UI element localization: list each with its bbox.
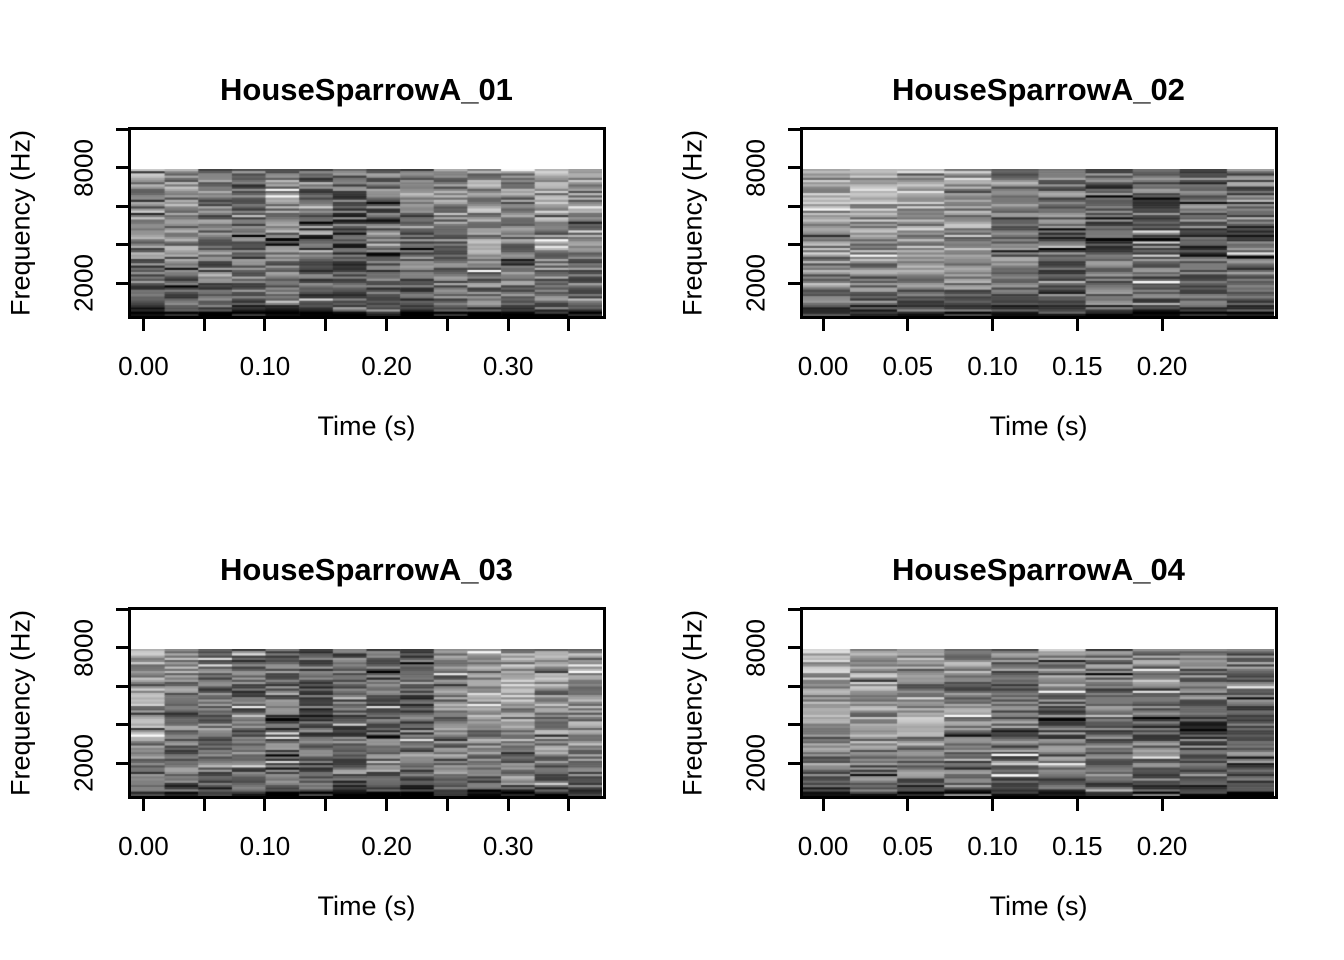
x-tick-mark xyxy=(263,317,267,331)
x-axis-label: Time (s) xyxy=(317,411,416,441)
x-tick-mark xyxy=(202,797,206,811)
y-tick-mark xyxy=(116,204,130,208)
spectrogram-panel-3: HouseSparrowA_03 Frequency (Hz) 0.00 0.10… xyxy=(0,480,672,960)
x-tick-mark xyxy=(263,797,267,811)
x-tick-mark xyxy=(906,797,910,811)
x-tick-mark xyxy=(1075,317,1079,331)
x-tick-label: 0.05 xyxy=(882,351,934,381)
x-tick-mark xyxy=(202,317,206,331)
y-tick-mark xyxy=(116,166,130,170)
y-tick-mark xyxy=(788,646,802,650)
x-tick-label: 0.00 xyxy=(797,351,849,381)
x-tick-mark xyxy=(324,797,328,811)
x-tick-mark xyxy=(991,317,995,331)
x-tick-mark xyxy=(991,797,995,811)
y-tick-label: 8000 xyxy=(68,139,99,197)
y-tick-mark xyxy=(116,761,130,765)
x-tick-label: 0.15 xyxy=(1052,831,1103,861)
y-tick-mark xyxy=(788,166,802,170)
panel-title: HouseSparrowA_02 xyxy=(892,71,1185,107)
y-tick-mark xyxy=(116,646,130,650)
y-tick-mark xyxy=(788,243,802,247)
x-tick-mark xyxy=(1160,317,1164,331)
x-axis-label: Time (s) xyxy=(989,411,1088,441)
y-tick-mark xyxy=(116,127,130,131)
y-tick-label: 2000 xyxy=(740,254,771,313)
x-tick-mark xyxy=(906,317,910,331)
spectrogram-panel-4: HouseSparrowA_04 Frequency (Hz) 0.00 0.05… xyxy=(672,480,1344,960)
x-tick-mark xyxy=(1160,797,1164,811)
x-tick-mark xyxy=(385,797,389,811)
x-tick-mark xyxy=(821,317,825,331)
spectrogram-panel-1: HouseSparrowA_01 Frequency (Hz) 0.00 0.10… xyxy=(0,0,672,480)
x-axis-label: Time (s) xyxy=(989,891,1088,921)
y-tick-mark xyxy=(788,684,802,688)
y-tick-label: 2000 xyxy=(68,734,99,793)
y-tick-mark xyxy=(116,607,130,611)
x-tick-mark xyxy=(445,317,449,331)
y-tick-mark xyxy=(788,127,802,131)
x-tick-label: 0.30 xyxy=(482,831,534,861)
y-tick-mark xyxy=(116,281,130,285)
x-tick-label: 0.20 xyxy=(1136,831,1188,861)
x-tick-label: 0.00 xyxy=(118,831,169,861)
x-tick-mark xyxy=(567,797,571,811)
x-tick-label: 0.10 xyxy=(239,831,291,861)
spectrogram-raster xyxy=(803,168,1274,316)
x-tick-label: 0.00 xyxy=(797,831,849,861)
x-tick-label: 0.05 xyxy=(882,831,934,861)
x-tick-label: 0.30 xyxy=(482,351,534,381)
x-tick-mark xyxy=(385,317,389,331)
x-tick-label: 0.20 xyxy=(361,351,412,381)
x-tick-mark xyxy=(141,317,145,331)
x-tick-label: 0.10 xyxy=(239,351,291,381)
y-axis-label: Frequency (Hz) xyxy=(677,129,708,317)
y-tick-mark xyxy=(788,281,802,285)
x-tick-label: 0.20 xyxy=(361,831,412,861)
panel-title: HouseSparrowA_03 xyxy=(220,551,513,587)
y-tick-mark xyxy=(788,607,802,611)
x-tick-mark xyxy=(141,797,145,811)
spectrogram-raster xyxy=(803,648,1274,796)
x-tick-label: 0.10 xyxy=(967,831,1018,861)
y-tick-mark xyxy=(116,243,130,247)
x-tick-label: 0.15 xyxy=(1052,351,1103,381)
x-tick-mark xyxy=(324,317,328,331)
x-tick-label: 0.10 xyxy=(967,351,1018,381)
x-tick-mark xyxy=(506,317,510,331)
spectrogram-raster xyxy=(131,648,602,796)
x-tick-mark xyxy=(506,797,510,811)
x-tick-mark xyxy=(1075,797,1079,811)
panel-title: HouseSparrowA_01 xyxy=(220,71,513,107)
y-axis-label: Frequency (Hz) xyxy=(5,609,36,797)
x-tick-mark xyxy=(567,317,571,331)
x-axis-label: Time (s) xyxy=(317,891,416,921)
y-tick-label: 8000 xyxy=(740,619,771,677)
x-tick-mark xyxy=(445,797,449,811)
x-tick-label: 0.20 xyxy=(1136,351,1188,381)
y-tick-label: 2000 xyxy=(68,254,99,313)
y-axis-label: Frequency (Hz) xyxy=(5,129,36,317)
y-tick-mark xyxy=(116,684,130,688)
y-axis-label: Frequency (Hz) xyxy=(677,609,708,797)
y-tick-mark xyxy=(788,761,802,765)
panel-title: HouseSparrowA_04 xyxy=(892,551,1185,587)
spectrogram-raster xyxy=(131,168,602,316)
y-tick-mark xyxy=(116,723,130,727)
x-tick-label: 0.00 xyxy=(118,351,169,381)
x-tick-mark xyxy=(821,797,825,811)
y-tick-label: 8000 xyxy=(740,139,771,197)
spectrogram-panel-2: HouseSparrowA_02 Frequency (Hz) 0.00 0.05… xyxy=(672,0,1344,480)
y-tick-label: 8000 xyxy=(68,619,99,677)
y-tick-mark xyxy=(788,723,802,727)
y-tick-mark xyxy=(788,204,802,208)
y-tick-label: 2000 xyxy=(740,734,771,793)
